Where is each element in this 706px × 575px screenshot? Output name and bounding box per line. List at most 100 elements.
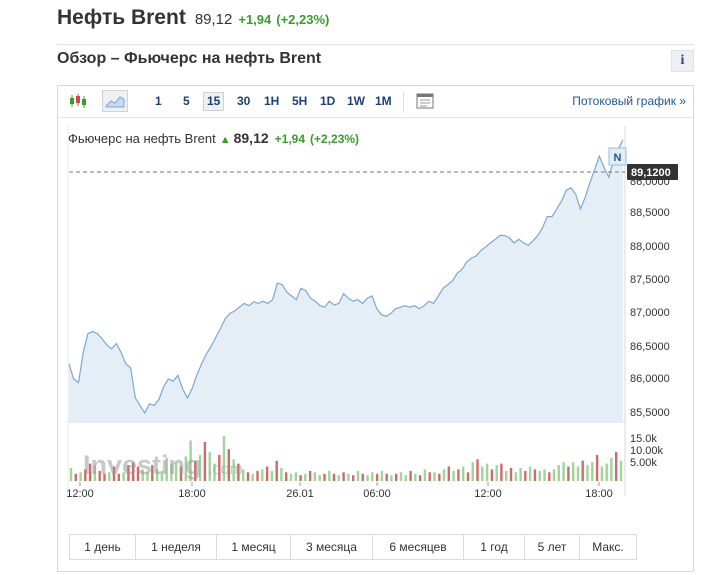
interval-1m[interactable]: 1M [375, 94, 392, 108]
volume-bar [418, 475, 422, 481]
volume-bar [117, 473, 120, 481]
interval-15[interactable]: 15 [203, 92, 225, 111]
volume-bar [160, 470, 164, 481]
volume-bar [528, 466, 532, 481]
interval-1d[interactable]: 1D [320, 94, 336, 108]
volume-bar [595, 454, 599, 481]
price-tick-label: 88,0000 [630, 241, 670, 253]
volume-bar [567, 466, 570, 481]
volume-bar [270, 470, 274, 481]
watermark-brand: Investing [83, 450, 202, 480]
volume-bar [165, 457, 168, 481]
volume-bar [352, 475, 355, 481]
period-1-month[interactable]: 1 месяц [216, 534, 291, 560]
period-3-months[interactable]: 3 месяца [290, 534, 373, 560]
volume-bar [428, 472, 431, 481]
volume-bar [361, 473, 364, 481]
volume-bar [347, 473, 350, 481]
up-arrow-icon: ▲ [219, 134, 231, 146]
info-button[interactable]: i [671, 50, 694, 72]
volume-tick-label: 10.00k [630, 445, 664, 457]
volume-bar [285, 472, 288, 481]
volume-bar [375, 473, 379, 481]
volume-bar [232, 459, 235, 481]
interval-1h[interactable]: 1H [264, 94, 280, 108]
volume-bar [380, 470, 384, 481]
watermark-suffix: .com [208, 461, 243, 478]
volume-bar [466, 472, 470, 481]
volume-bar [313, 472, 317, 481]
chart-toolbar: 1 5 15 30 1H 5H 1D 1W 1M Потоковый графи… [58, 86, 693, 118]
volume-bar [490, 469, 494, 481]
area-chart-icon[interactable] [102, 90, 128, 112]
volume-bar [509, 468, 513, 481]
volume-bar [519, 468, 522, 481]
interval-30[interactable]: 30 [237, 94, 251, 108]
volume-bar [88, 463, 92, 481]
volume-bar [366, 475, 369, 481]
volume-bar [452, 470, 455, 481]
volume-bar [74, 473, 77, 481]
volume-bar [485, 463, 489, 481]
volume-bar [337, 475, 340, 481]
interval-5h[interactable]: 5H [292, 94, 308, 108]
volume-bar [576, 466, 580, 481]
header-divider [57, 44, 694, 45]
volume-bar [495, 465, 498, 481]
volume-bar [246, 472, 250, 481]
volume-bar [457, 469, 460, 481]
layout-icon[interactable] [413, 90, 437, 112]
price-tick-label: 88,5000 [630, 207, 670, 219]
period-1-week[interactable]: 1 неделя [135, 534, 217, 560]
instrument-header: Нефть Brent 89,12 +1,94 (+2,23%) [57, 6, 329, 34]
volume-bar [108, 472, 111, 481]
volume-bar [572, 462, 575, 481]
time-tick-label: 18:00 [585, 488, 613, 500]
volume-bar [222, 436, 226, 481]
price-tick-label: 85,5000 [630, 407, 670, 419]
period-6-months[interactable]: 6 месяцев [372, 534, 464, 560]
period-max[interactable]: Макс. [579, 534, 637, 560]
volume-bar [146, 472, 149, 481]
volume-bar [543, 469, 546, 481]
volume-bar [610, 457, 613, 481]
volume-bar [385, 473, 388, 481]
volume-bar [261, 469, 264, 481]
volume-bar [533, 469, 537, 481]
price-line [68, 139, 624, 415]
volume-bar [505, 470, 508, 481]
volume-bar [332, 473, 336, 481]
toolbar-divider [403, 91, 404, 113]
volume-bar [447, 466, 450, 481]
streaming-chart-link[interactable]: Потоковый график » [572, 94, 686, 108]
instrument-change-percent: (+2,23%) [276, 12, 330, 27]
volume-bar [251, 473, 254, 481]
period-1-day[interactable]: 1 день [69, 534, 136, 560]
volume-bar [294, 472, 297, 481]
interval-1[interactable]: 1 [155, 94, 162, 108]
volume-bar [84, 469, 87, 481]
volume-bar [155, 469, 159, 481]
news-marker-label: N [614, 152, 622, 164]
time-tick-label: 26.01 [286, 488, 314, 500]
volume-bar [194, 460, 197, 481]
interval-5[interactable]: 5 [183, 94, 190, 108]
period-5-years[interactable]: 5 лет [524, 534, 580, 560]
volume-bar [218, 454, 221, 481]
volume-tick-label: 5.00k [630, 457, 657, 469]
period-1-year[interactable]: 1 год [463, 534, 525, 560]
volume-bar [112, 466, 116, 481]
volume-bar [342, 472, 345, 481]
candlestick-icon[interactable] [66, 90, 90, 112]
volume-bar [69, 468, 73, 481]
volume-bar [395, 473, 398, 481]
volume-bar [318, 475, 321, 481]
volume-bar [132, 462, 135, 481]
price-chart[interactable]: 86,0000 88,5000 88,0000 87,5000 87,0000 86,50… [58, 86, 693, 534]
volume-bar [242, 469, 245, 481]
interval-1w[interactable]: 1W [347, 94, 365, 108]
volume-bar [308, 470, 312, 481]
price-axis-ticks: 86,0000 88,5000 88,0000 87,5000 87,0000 86,50… [630, 176, 670, 419]
volume-bar [600, 466, 604, 481]
